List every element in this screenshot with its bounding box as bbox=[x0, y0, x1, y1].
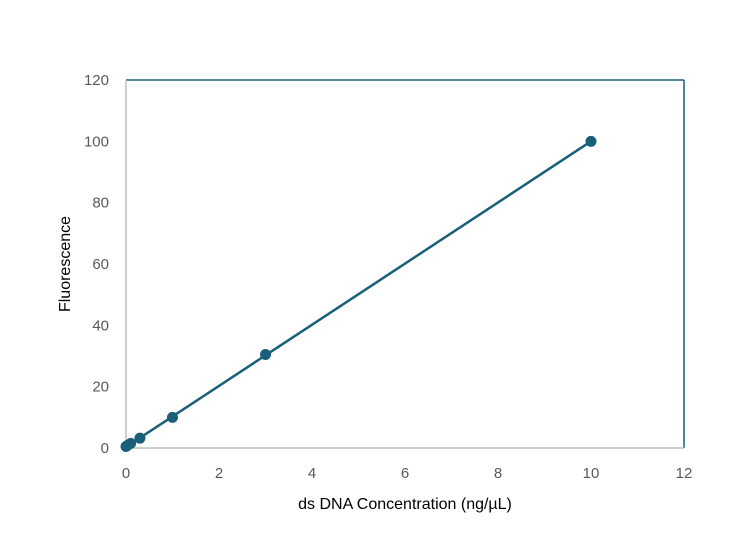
y-tick-label: 20 bbox=[92, 379, 109, 396]
data-point bbox=[585, 135, 597, 147]
x-tick-label: 6 bbox=[401, 465, 409, 482]
data-point bbox=[125, 437, 137, 449]
data-point bbox=[260, 348, 271, 360]
trendline bbox=[125, 140, 592, 449]
x-tick-label: 2 bbox=[215, 465, 223, 482]
x-tick-label: 10 bbox=[583, 465, 600, 482]
x-tick-label: 4 bbox=[308, 465, 316, 482]
y-tick-label: 40 bbox=[92, 317, 109, 334]
y-tick-label: 100 bbox=[84, 133, 109, 150]
y-tick-label: 0 bbox=[101, 440, 109, 457]
y-tick-label: 80 bbox=[92, 195, 109, 212]
y-axis-label: Fluorescence bbox=[57, 216, 74, 312]
x-tick-label: 0 bbox=[122, 465, 130, 482]
data-point bbox=[167, 411, 178, 423]
x-tick-label: 12 bbox=[676, 465, 693, 482]
y-tick-label: 120 bbox=[84, 72, 109, 89]
x-tick-label: 8 bbox=[494, 465, 502, 482]
x-axis-label: ds DNA Concentration (ng/µL) bbox=[298, 496, 512, 513]
y-tick-label: 60 bbox=[92, 256, 109, 273]
data-point bbox=[134, 432, 146, 444]
